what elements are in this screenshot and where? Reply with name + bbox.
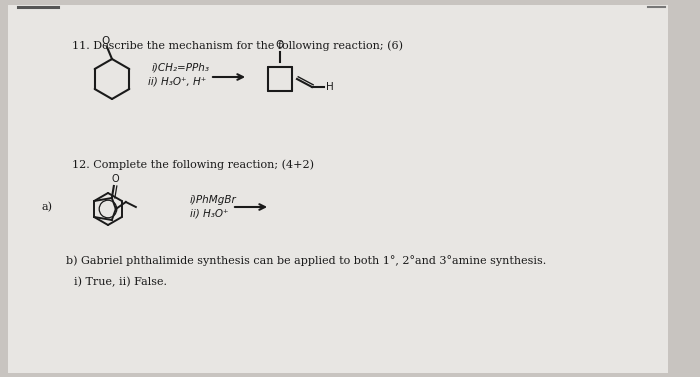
Text: b) Gabriel phthalimide synthesis can be applied to both 1°, 2°and 3°amine synthe: b) Gabriel phthalimide synthesis can be …	[66, 255, 546, 266]
Text: a): a)	[42, 202, 53, 212]
Text: ii) H₃O⁺: ii) H₃O⁺	[190, 209, 228, 219]
Text: 12. Complete the following reaction; (4+2): 12. Complete the following reaction; (4+…	[72, 159, 314, 170]
Text: O: O	[111, 174, 119, 184]
Text: O: O	[102, 36, 110, 46]
Text: O: O	[276, 40, 284, 50]
Text: 11. Describe the mechanism for the following reaction; (6): 11. Describe the mechanism for the follo…	[72, 40, 403, 51]
Text: ii) H₃O⁺, H⁺: ii) H₃O⁺, H⁺	[148, 76, 206, 86]
Text: i)CH₂=PPh₃: i)CH₂=PPh₃	[152, 63, 210, 73]
Text: i)PhMgBr: i)PhMgBr	[190, 195, 237, 205]
Text: H: H	[326, 82, 334, 92]
Text: i) True, ii) False.: i) True, ii) False.	[74, 277, 167, 287]
FancyBboxPatch shape	[8, 5, 668, 373]
